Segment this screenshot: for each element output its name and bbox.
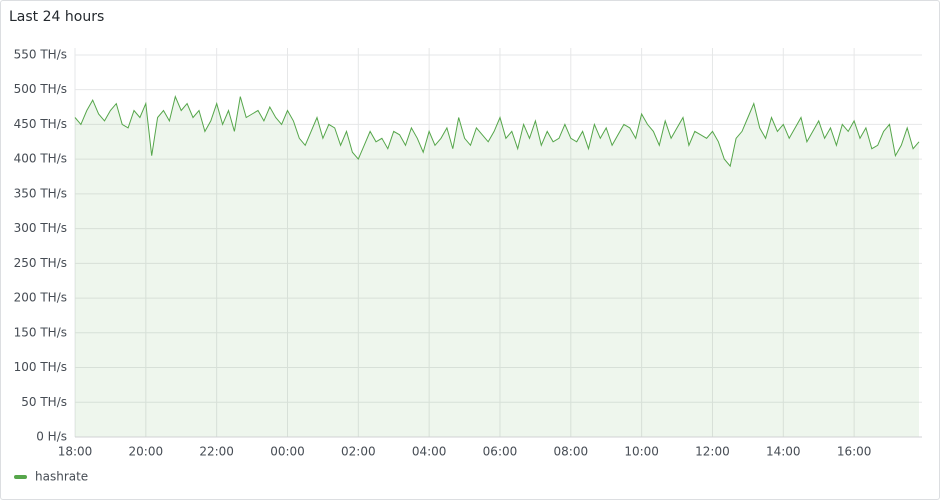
x-tick-label: 02:00 bbox=[341, 445, 376, 459]
area bbox=[75, 96, 919, 437]
y-tick-label: 150 TH/s bbox=[14, 325, 67, 339]
x-tick-label: 16:00 bbox=[837, 445, 872, 459]
x-tick-label: 20:00 bbox=[129, 445, 164, 459]
y-tick-label: 550 TH/s bbox=[14, 47, 67, 61]
y-tick-label: 400 TH/s bbox=[14, 152, 67, 166]
legend-swatch bbox=[14, 475, 27, 479]
x-tick-label: 14:00 bbox=[766, 445, 801, 459]
x-tick-label: 00:00 bbox=[270, 445, 305, 459]
y-tick-label: 200 TH/s bbox=[14, 291, 67, 305]
x-tick-label: 08:00 bbox=[554, 445, 589, 459]
x-tick-label: 06:00 bbox=[483, 445, 518, 459]
x-tick-label: 10:00 bbox=[624, 445, 659, 459]
y-tick-label: 450 TH/s bbox=[14, 117, 67, 131]
y-tick-label: 250 TH/s bbox=[14, 256, 67, 270]
x-tick-label: 22:00 bbox=[199, 445, 234, 459]
legend-label: hashrate bbox=[35, 470, 88, 484]
x-tick-label: 04:00 bbox=[412, 445, 447, 459]
line bbox=[74, 95, 920, 168]
y-tick-label: 50 TH/s bbox=[21, 395, 67, 409]
x-tick-label: 18:00 bbox=[58, 445, 93, 459]
y-tick-label: 0 H/s bbox=[36, 430, 67, 444]
y-tick-label: 300 TH/s bbox=[14, 221, 67, 235]
y-tick-label: 350 TH/s bbox=[14, 186, 67, 200]
chart-title: Last 24 hours bbox=[9, 9, 104, 25]
x-tick-label: 12:00 bbox=[695, 445, 730, 459]
y-tick-label: 500 TH/s bbox=[14, 82, 67, 96]
y-tick-label: 100 TH/s bbox=[14, 360, 67, 374]
